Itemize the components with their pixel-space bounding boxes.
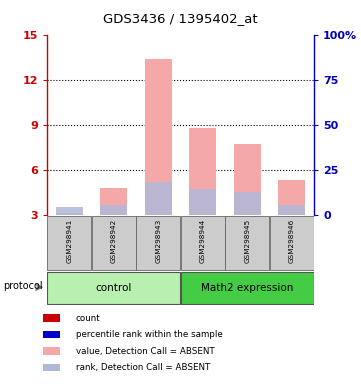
Text: GSM298946: GSM298946 — [289, 218, 295, 263]
Bar — [43, 364, 60, 371]
Text: control: control — [96, 283, 132, 293]
Text: rank, Detection Call = ABSENT: rank, Detection Call = ABSENT — [76, 363, 210, 372]
Bar — [278, 205, 305, 215]
Bar — [190, 189, 216, 215]
Text: GSM298941: GSM298941 — [66, 218, 72, 263]
Bar — [136, 215, 180, 270]
Text: percentile rank within the sample: percentile rank within the sample — [76, 330, 223, 339]
Bar — [100, 188, 127, 215]
Bar — [180, 215, 225, 270]
Text: value, Detection Call = ABSENT: value, Detection Call = ABSENT — [76, 346, 214, 356]
Text: Math2 expression: Math2 expression — [201, 283, 293, 293]
Bar — [234, 192, 261, 215]
Bar — [56, 207, 83, 215]
Bar — [270, 215, 314, 270]
Bar — [56, 213, 83, 215]
Text: GSM298942: GSM298942 — [111, 218, 117, 263]
Bar — [43, 314, 60, 322]
Bar — [100, 205, 127, 215]
Bar — [190, 128, 216, 215]
Bar — [145, 182, 171, 215]
Text: protocol: protocol — [4, 281, 43, 291]
Text: GSM298943: GSM298943 — [155, 218, 161, 263]
Bar — [47, 272, 180, 304]
Bar — [234, 144, 261, 215]
Bar — [180, 272, 314, 304]
Bar — [145, 59, 171, 215]
Text: GSM298944: GSM298944 — [200, 218, 206, 263]
Bar — [92, 215, 136, 270]
Bar — [225, 215, 269, 270]
Text: count: count — [76, 314, 100, 323]
Bar — [47, 215, 91, 270]
Bar — [43, 331, 60, 338]
Text: GSM298945: GSM298945 — [244, 218, 250, 263]
Text: GDS3436 / 1395402_at: GDS3436 / 1395402_at — [103, 12, 258, 25]
Bar — [43, 347, 60, 355]
Bar — [278, 180, 305, 215]
